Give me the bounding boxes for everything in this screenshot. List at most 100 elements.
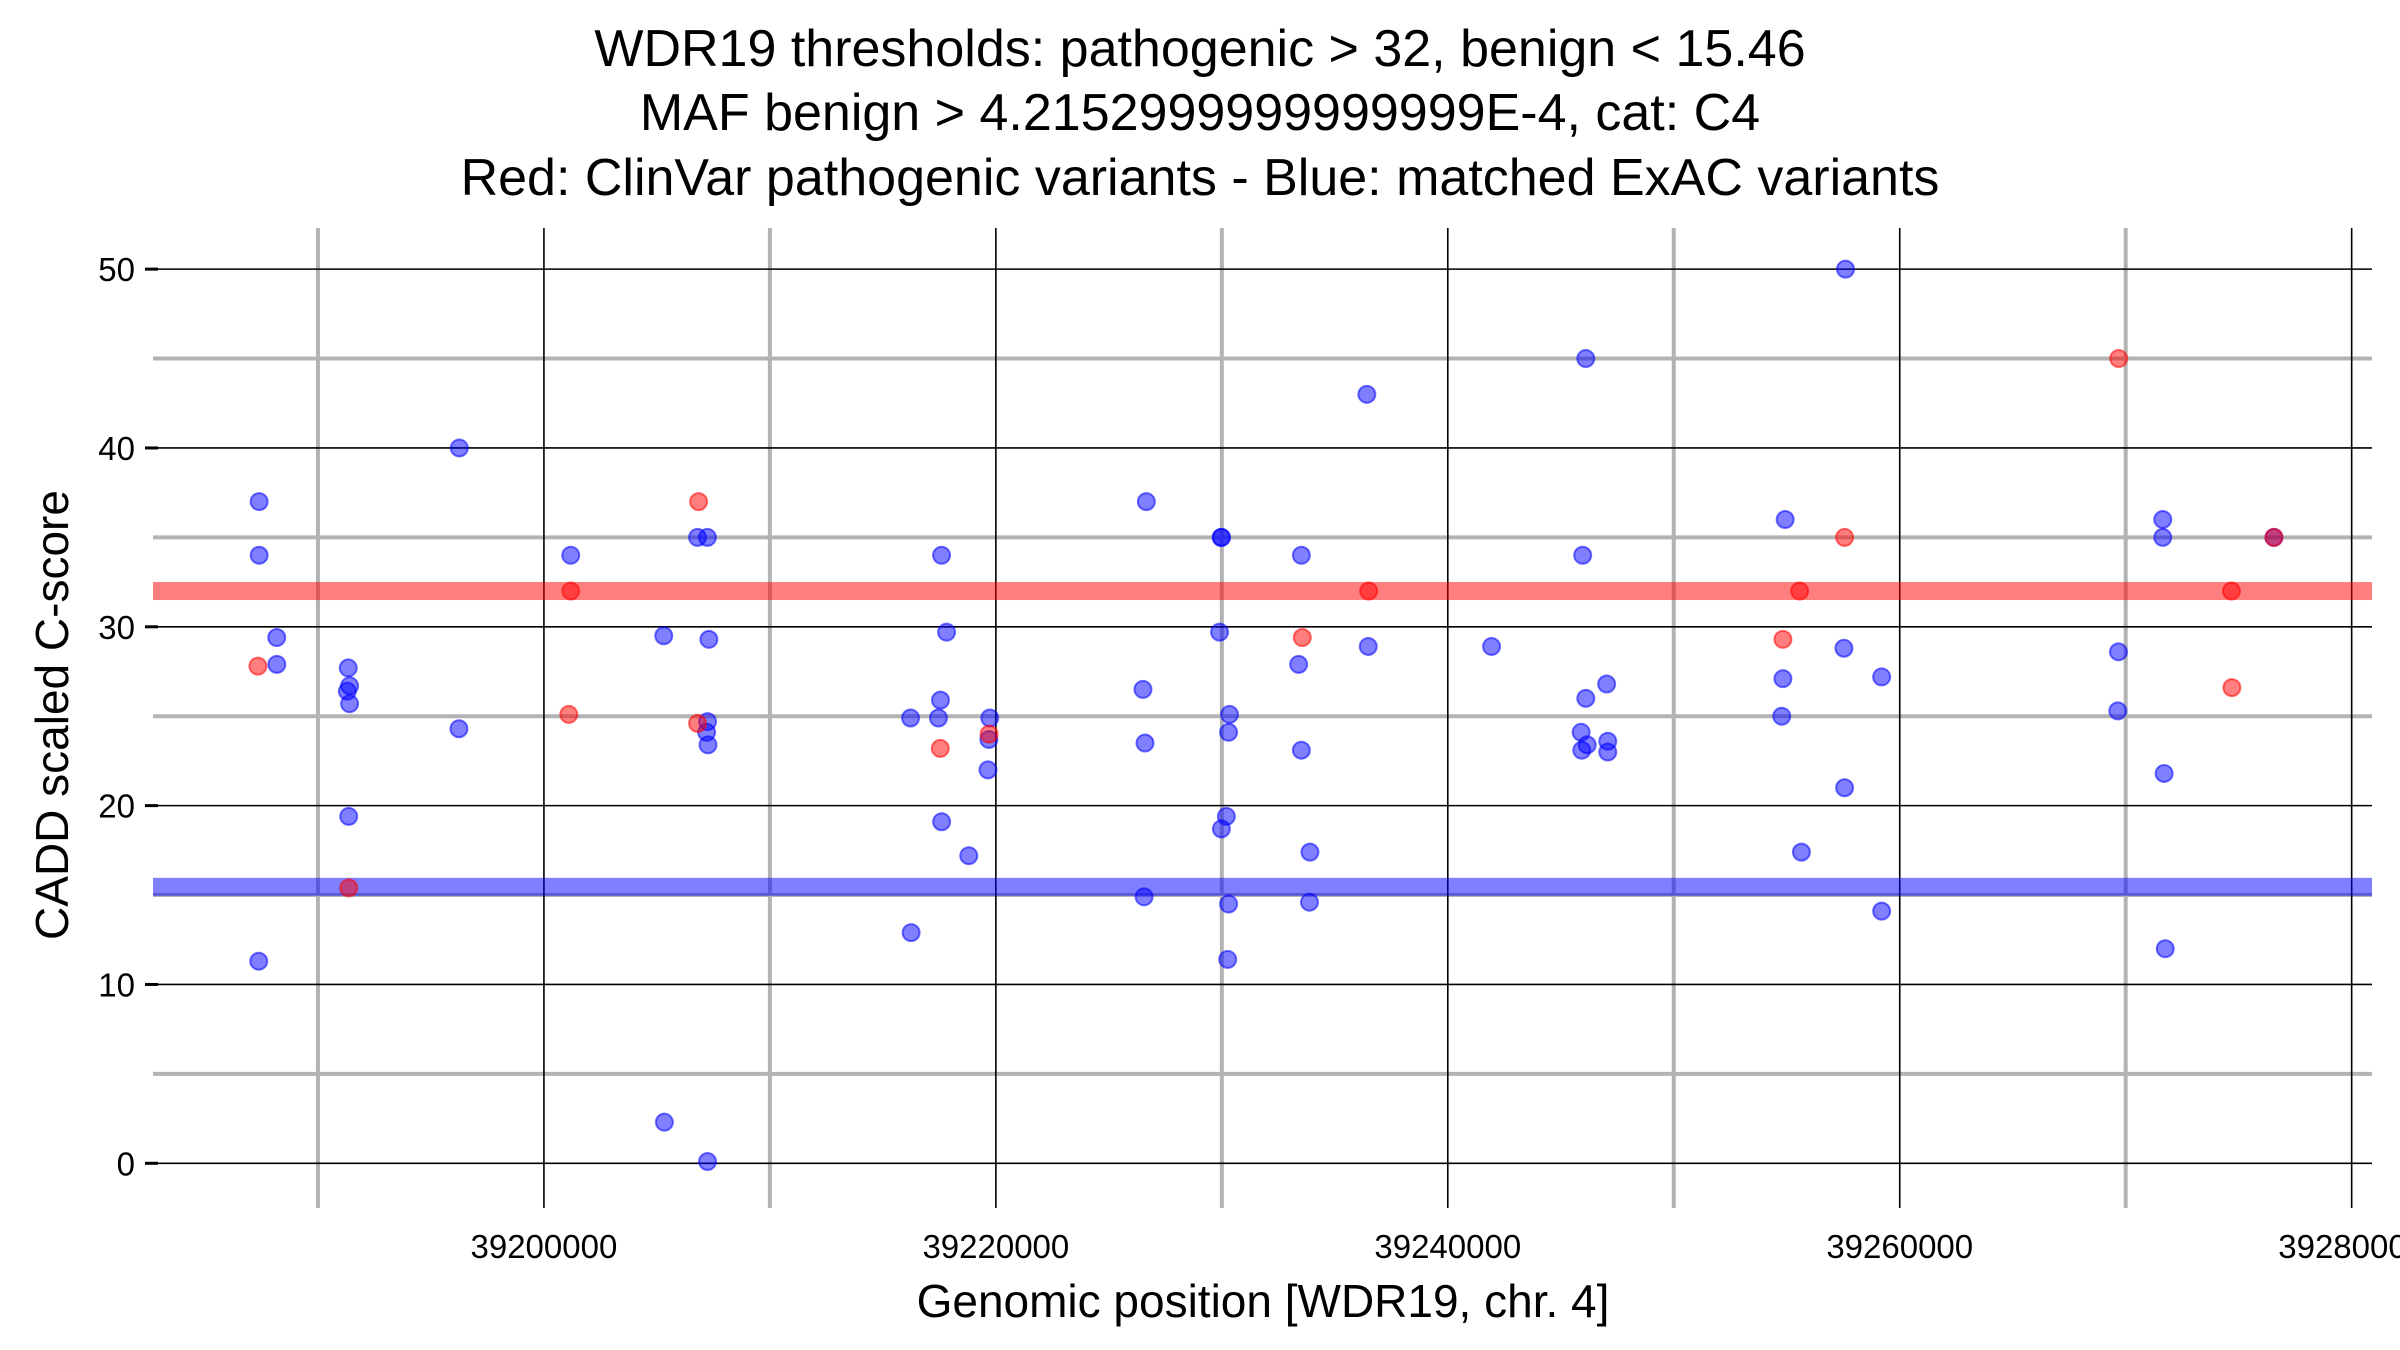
chart-title-line-1: WDR19 thresholds: pathogenic > 32, benig…: [594, 20, 1806, 78]
y-tick-label: 20: [98, 788, 135, 825]
exac-point: [1791, 842, 1811, 862]
exac-point: [1482, 636, 1502, 656]
exac-point: [1291, 740, 1311, 760]
exac-point: [901, 923, 921, 943]
exac-point: [1220, 704, 1240, 724]
exac-point: [930, 690, 950, 710]
exac-point: [978, 760, 998, 780]
pathogenic-threshold-band: [153, 582, 2372, 601]
chart-title-line-3: Red: ClinVar pathogenic variants - Blue:…: [460, 149, 1940, 207]
exac-point: [654, 626, 674, 646]
exac-point: [2155, 939, 2175, 959]
exac-point: [1775, 509, 1795, 529]
clinvar-point: [2109, 349, 2129, 369]
axis-ticks: 39200000 39220000 39240000 39260000 3928000 0…: [98, 251, 2400, 1265]
exac-point: [1773, 669, 1793, 689]
clinvar-point: [561, 581, 581, 601]
exac-point: [1834, 638, 1854, 658]
exac-point: [1835, 778, 1855, 798]
exac-point: [654, 1112, 674, 1132]
exac-point: [932, 545, 952, 565]
exac-point: [959, 846, 979, 866]
exac-point: [928, 708, 948, 728]
clinvar-point: [248, 656, 268, 676]
exac-point: [249, 951, 269, 971]
exac-point: [2108, 701, 2128, 721]
clinvar-point: [1359, 581, 1379, 601]
exac-point: [1573, 545, 1593, 565]
exac-point: [901, 708, 921, 728]
y-tick-label: 40: [98, 430, 135, 467]
data-points: [248, 259, 2284, 1172]
clinvar-point: [1790, 581, 1810, 601]
exac-point: [1357, 384, 1377, 404]
exac-point: [1358, 636, 1378, 656]
exac-point: [340, 694, 360, 714]
clinvar-point: [689, 492, 709, 512]
exac-point: [1136, 492, 1156, 512]
clinvar-point: [559, 704, 579, 724]
clinvar-point: [1773, 629, 1793, 649]
exac-point: [2153, 509, 2173, 529]
exac-point: [1300, 892, 1320, 912]
exac-point: [932, 812, 952, 832]
minor-grid: [153, 228, 2372, 1208]
exac-point: [1576, 688, 1596, 708]
benign-threshold-band: [153, 877, 2372, 896]
exac-point: [1576, 349, 1596, 369]
exac-point: [1212, 527, 1232, 547]
clinvar-point: [2221, 581, 2241, 601]
y-tick-label: 0: [117, 1145, 135, 1182]
exac-point: [1219, 894, 1239, 914]
clinvar-point: [688, 713, 708, 733]
exac-point: [1134, 887, 1154, 907]
exac-point: [249, 492, 269, 512]
exac-point: [561, 545, 581, 565]
exac-point: [449, 719, 469, 739]
exac-point: [1210, 622, 1230, 642]
exac-point: [339, 806, 359, 826]
y-tick-label: 50: [98, 251, 135, 288]
exac-point: [1219, 722, 1239, 742]
x-tick-label: 39240000: [1374, 1228, 1521, 1265]
y-axis-label: CADD scaled C-score: [26, 490, 78, 940]
threshold-bands: [153, 582, 2372, 896]
exac-point: [697, 527, 717, 547]
y-tick-label: 10: [98, 966, 135, 1003]
exac-point: [1133, 679, 1153, 699]
y-tick-label: 30: [98, 609, 135, 646]
x-axis-label: Genomic position [WDR19, chr. 4]: [917, 1275, 1610, 1327]
exac-point: [1300, 842, 1320, 862]
exac-point: [1572, 740, 1592, 760]
chart-title-line-2: MAF benign > 4.2152999999999999E-4, cat:…: [639, 84, 1761, 142]
exac-point: [1835, 259, 1855, 279]
exac-point: [449, 438, 469, 458]
clinvar-point: [339, 878, 359, 898]
clinvar-point: [930, 738, 950, 758]
clinvar-point: [979, 724, 999, 744]
clinvar-point: [2264, 527, 2284, 547]
exac-point: [1211, 819, 1231, 839]
exac-point: [1597, 674, 1617, 694]
exac-point: [699, 629, 719, 649]
exac-point: [937, 622, 957, 642]
exac-point: [1598, 742, 1618, 762]
x-tick-label: 39220000: [922, 1228, 1069, 1265]
exac-point: [1872, 667, 1892, 687]
x-tick-label: 39200000: [471, 1228, 618, 1265]
exac-point: [267, 628, 287, 648]
exac-point: [698, 735, 718, 755]
major-grid: [153, 228, 2372, 1208]
exac-point: [1218, 949, 1238, 969]
exac-point: [2153, 527, 2173, 547]
exac-point: [249, 545, 269, 565]
x-tick-label: 39260000: [1826, 1228, 1973, 1265]
exac-point: [267, 654, 287, 674]
clinvar-point: [1835, 527, 1855, 547]
exac-point: [698, 1152, 718, 1172]
exac-point: [1289, 654, 1309, 674]
exac-point: [980, 708, 1000, 728]
exac-point: [2154, 763, 2174, 783]
exac-point: [1135, 733, 1155, 753]
